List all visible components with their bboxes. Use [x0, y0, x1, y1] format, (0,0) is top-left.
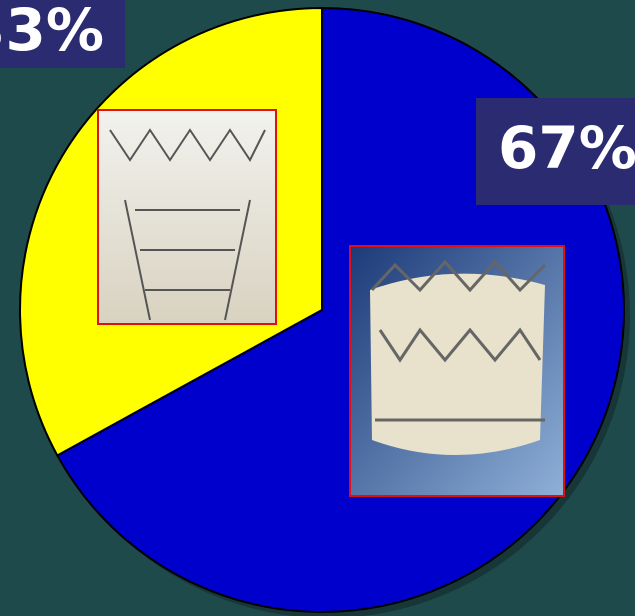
value-label: 67% — [498, 114, 635, 182]
labels: 33% 67% — [0, 0, 635, 205]
illustrations — [97, 109, 565, 497]
label-box — [0, 0, 125, 68]
valve-frame — [109, 128, 266, 321]
valve-leaflets — [370, 273, 545, 455]
valve-frame — [370, 259, 547, 422]
label-box — [476, 98, 635, 205]
valve-image — [97, 109, 277, 325]
value-label: 33% — [0, 0, 104, 64]
